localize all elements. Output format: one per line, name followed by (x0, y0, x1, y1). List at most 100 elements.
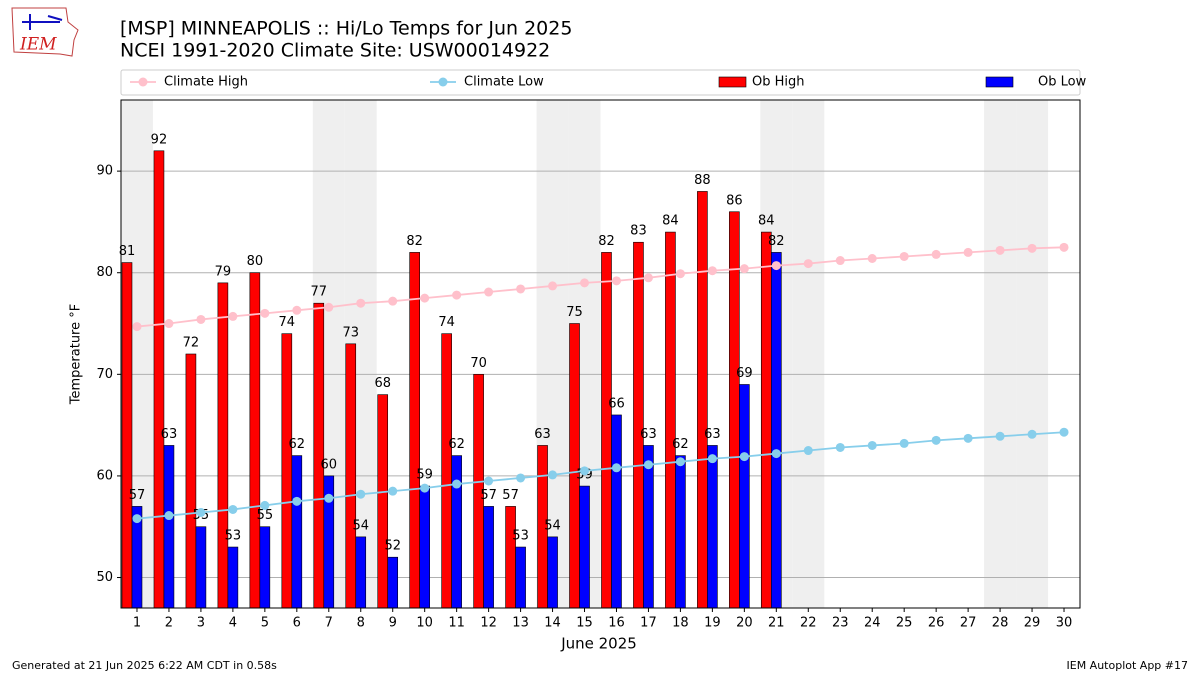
point (292, 305, 302, 315)
data-label: 62 (289, 437, 306, 452)
point (228, 504, 238, 514)
data-label: 55 (257, 508, 274, 523)
bar (579, 485, 590, 609)
point (548, 281, 558, 291)
bar (377, 394, 389, 609)
data-label: 63 (704, 427, 721, 442)
x-tick-label: 16 (608, 616, 625, 631)
data-label: 83 (630, 224, 647, 239)
x-tick-label: 23 (832, 616, 849, 631)
bar (121, 262, 133, 609)
point (867, 253, 877, 263)
y-tick-label: 50 (96, 570, 113, 585)
x-tick-label: 24 (864, 616, 881, 631)
data-label: 66 (608, 396, 625, 411)
point (580, 466, 590, 476)
bar (409, 252, 420, 609)
data-label: 82 (768, 234, 785, 249)
data-label: 53 (512, 529, 529, 544)
point (388, 486, 398, 496)
data-label: 57 (480, 488, 497, 503)
point (324, 493, 334, 503)
footer-right: IEM Autoplot App #17 (1067, 659, 1189, 672)
x-tick-label: 17 (640, 616, 657, 631)
point (132, 514, 142, 524)
bar (601, 252, 612, 609)
data-label: 69 (736, 366, 753, 381)
point (995, 245, 1005, 255)
bar (387, 556, 399, 609)
data-label: 60 (321, 457, 338, 472)
x-tick-label: 9 (389, 616, 397, 631)
bar (665, 231, 676, 609)
bar (761, 231, 772, 609)
bar (483, 506, 494, 609)
point (260, 500, 270, 510)
data-label: 63 (161, 427, 178, 442)
bar (259, 526, 271, 609)
bar (729, 211, 740, 609)
x-tick-label: 13 (512, 616, 529, 631)
bar (313, 302, 325, 609)
chart-subtitle: NCEI 1991-2020 Climate Site: USW00014922 (120, 40, 550, 62)
point (771, 261, 781, 271)
logo: IEM (11, 7, 79, 57)
y-tick-label: 60 (96, 468, 113, 483)
x-tick-label: 7 (325, 616, 333, 631)
data-label: 86 (726, 193, 743, 208)
x-tick-label: 18 (672, 616, 689, 631)
point (196, 507, 206, 517)
bar (281, 333, 293, 609)
data-label: 77 (311, 285, 328, 300)
x-tick-label: 20 (736, 616, 753, 631)
bar (153, 150, 165, 609)
data-label: 82 (406, 234, 423, 249)
point (1027, 243, 1037, 253)
y-axis-label: Temperature °F (69, 304, 84, 405)
data-label: 81 (119, 244, 136, 259)
point (643, 460, 653, 470)
point (452, 290, 462, 300)
line (136, 246, 1065, 328)
data-label: 88 (694, 173, 711, 188)
x-tick-label: 3 (197, 616, 205, 631)
legend-marker (138, 77, 148, 87)
data-label: 54 (352, 518, 369, 533)
point (164, 511, 174, 521)
data-label: 92 (151, 132, 168, 147)
y-tick-label: 90 (96, 164, 113, 179)
bar (419, 485, 430, 609)
point (963, 433, 973, 443)
point (675, 269, 685, 279)
bar (505, 506, 516, 609)
point (707, 454, 717, 464)
x-tick-label: 12 (480, 616, 497, 631)
bar (611, 414, 622, 609)
line (136, 431, 1065, 520)
legend-label: Climate Low (464, 75, 544, 90)
point (420, 293, 430, 303)
data-label: 62 (672, 437, 689, 452)
x-tick-label: 21 (768, 616, 785, 631)
point (356, 489, 366, 499)
logo-text: IEM (19, 35, 57, 55)
point (899, 251, 909, 261)
point (835, 256, 845, 266)
x-tick-label: 29 (1024, 616, 1041, 631)
x-tick-label: 6 (293, 616, 301, 631)
point (484, 287, 494, 297)
point (707, 266, 717, 276)
point (995, 431, 1005, 441)
x-tick-label: 5 (261, 616, 269, 631)
point (1059, 427, 1069, 437)
point (835, 442, 845, 452)
point (963, 247, 973, 257)
data-label: 63 (640, 427, 657, 442)
bar (355, 536, 367, 609)
x-tick-label: 11 (448, 616, 465, 631)
weekend-band (984, 100, 1017, 608)
bar (217, 282, 229, 609)
data-label: 57 (502, 488, 519, 503)
x-tick-label: 14 (544, 616, 561, 631)
point (292, 496, 302, 506)
